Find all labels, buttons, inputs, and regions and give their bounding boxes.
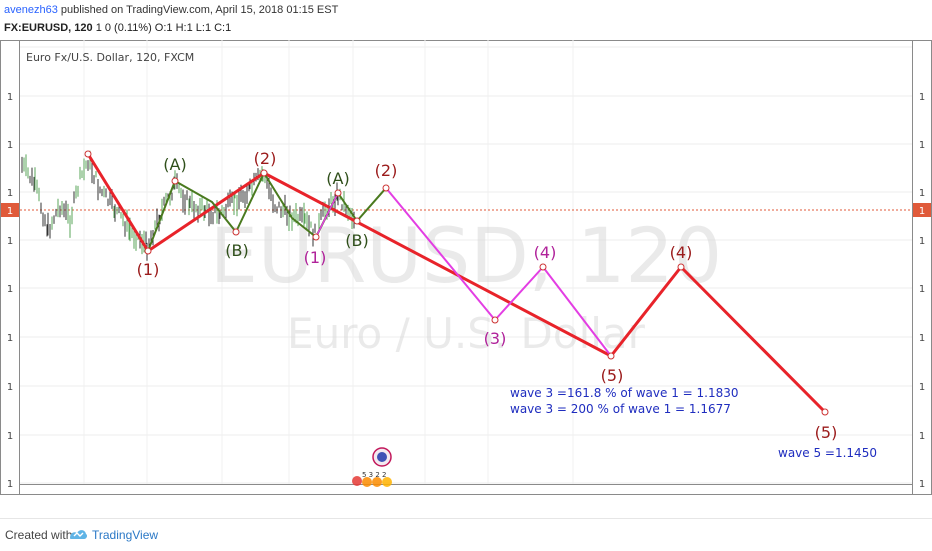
wave-label: (2) xyxy=(254,149,277,168)
event-flag-3-icon[interactable] xyxy=(372,477,382,487)
publish-header: avenezh63 published on TradingView.com, … xyxy=(0,0,932,38)
corrective-wave-line xyxy=(147,172,387,252)
price-tick-left: 1 xyxy=(7,140,13,151)
symbol-info: FX:EURUSD, 120 1 0 (0.11%) O:1 H:1 L:1 C… xyxy=(4,22,231,34)
price-tick-right: 1 xyxy=(919,382,925,393)
legend-title: Euro Fx/U.S. Dollar, 120, FXCM xyxy=(26,51,194,64)
wave-label: (3) xyxy=(484,329,507,348)
wave-1-subwave-line xyxy=(315,192,339,238)
event-flag-1-icon[interactable] xyxy=(352,476,362,486)
watermark-name: Euro / U.S. Dollar xyxy=(287,309,646,358)
wave-label: (B) xyxy=(225,241,248,260)
wave-pivot-point xyxy=(171,177,179,185)
price-tag-right xyxy=(913,203,931,217)
wave-pivot-point xyxy=(821,408,829,416)
wave5-annotation: wave 5 =1.1450 xyxy=(778,446,877,460)
price-tag-right-text: 1 xyxy=(919,206,925,217)
price-tick-left: 1 xyxy=(7,236,13,247)
price-tag-left xyxy=(1,203,19,217)
event-flag-2-icon[interactable] xyxy=(362,477,372,487)
wave-label: (A) xyxy=(326,169,349,188)
price-tick-left: 1 xyxy=(7,479,13,490)
tradingview-brand-link[interactable]: TradingView xyxy=(92,528,159,542)
wave-pivot-point xyxy=(334,189,342,197)
impulse-wave-line xyxy=(86,153,827,414)
tradingview-logo-icon[interactable] xyxy=(68,527,88,541)
created-with-text: Created with xyxy=(5,528,73,542)
wave-label: (5) xyxy=(601,366,624,385)
wave-labels: (1) (A) (B) (2) (A) (1) (B) (2) (3) (4) (5) (4) (5) xyxy=(137,149,838,442)
price-tick-right: 1 xyxy=(919,479,925,490)
author-link[interactable]: avenezh63 xyxy=(4,4,58,16)
price-tick-right: 1 xyxy=(919,333,925,344)
price-tick-right: 1 xyxy=(919,92,925,103)
wave-pivot-point xyxy=(84,150,92,158)
wave-pivot-point xyxy=(232,228,240,236)
price-tick-right: 1 xyxy=(919,284,925,295)
event-flag-4-icon[interactable] xyxy=(382,477,392,487)
price-tick-right: 1 xyxy=(919,431,925,442)
price-tick-left: 1 xyxy=(7,284,13,295)
wave-label: (1) xyxy=(137,260,160,279)
wave-pivot-point xyxy=(260,169,268,177)
event-marker-inner-icon xyxy=(377,452,387,462)
price-tick-left: 1 xyxy=(7,382,13,393)
publish-info: avenezh63 published on TradingView.com, … xyxy=(4,4,338,16)
wave-label: (2) xyxy=(375,161,398,180)
price-tick-left: 1 xyxy=(7,431,13,442)
wave3-annotation-1: wave 3 =161.8 % of wave 1 = 1.1830 xyxy=(510,386,739,400)
wave-label: (1) xyxy=(304,248,327,267)
grid xyxy=(20,40,912,484)
price-tick-right: 1 xyxy=(919,140,925,151)
price-tick-right: 1 xyxy=(919,236,925,247)
wave-label: (4) xyxy=(534,243,557,262)
event-flag-numbers: 5 3 2 2 xyxy=(362,471,387,479)
wave-lines xyxy=(84,150,829,416)
wave-pivot-point xyxy=(312,233,320,241)
wave-pivot-point xyxy=(491,316,499,324)
symbol-label: FX:EURUSD, 120 xyxy=(4,22,93,34)
price-tick-left: 1 xyxy=(7,92,13,103)
published-text: published on TradingView.com, April 15, … xyxy=(60,4,339,16)
wave-pivot-point xyxy=(382,184,390,192)
wave-pivot-point xyxy=(607,352,615,360)
wave-pivot-point xyxy=(539,263,547,271)
ohlc-values: 1 0 (0.11%) O:1 H:1 L:1 C:1 xyxy=(95,22,232,34)
price-tick-right: 1 xyxy=(919,188,925,199)
wave-label: (4) xyxy=(670,243,693,262)
price-scale: 1 1 1 1 1 1 1 1 1 1 1 1 1 1 1 1 1 1 xyxy=(7,92,925,490)
price-tag-left-text: 1 xyxy=(7,206,13,217)
wave-pivot-point xyxy=(353,217,361,225)
wave-label: (5) xyxy=(815,423,838,442)
wave3-subwave-line xyxy=(385,187,612,357)
price-tick-left: 1 xyxy=(7,188,13,199)
wave-label: (B) xyxy=(345,231,368,250)
footer: Created with TradingView xyxy=(0,518,932,551)
wave-label: (A) xyxy=(163,155,186,174)
wave3-annotation-2: wave 3 = 200 % of wave 1 = 1.1677 xyxy=(510,402,731,416)
wave-pivot-point xyxy=(144,247,152,255)
wave-pivot-point xyxy=(677,263,685,271)
price-tick-left: 1 xyxy=(7,333,13,344)
event-flags[interactable]: 5 3 2 2 xyxy=(352,447,392,487)
